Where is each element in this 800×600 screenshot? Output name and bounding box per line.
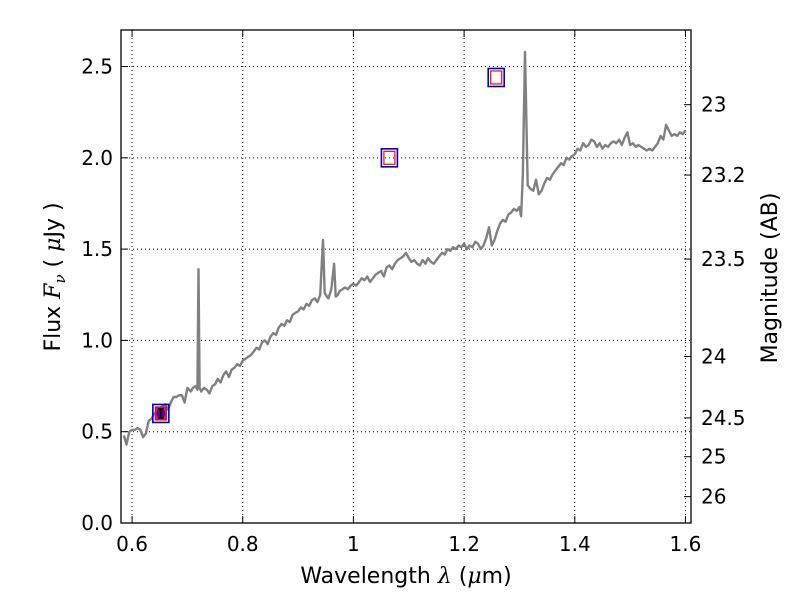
axis-ticks	[121, 30, 691, 524]
plot-frame	[120, 29, 692, 524]
y-axis-label: Flux Fν ( μJy )	[41, 202, 69, 351]
y-tick-label: 2.0	[81, 146, 113, 170]
point-outer-box	[380, 148, 399, 168]
y2-tick-label: 24.5	[701, 406, 746, 430]
y-tick-label: 1.0	[81, 328, 113, 352]
y2-tick-label: 23.2	[701, 163, 746, 187]
y2-tick-label: 25	[701, 445, 726, 469]
grid	[121, 30, 691, 524]
x-tick-label: 0.6	[116, 532, 148, 556]
point-inner-box	[490, 70, 503, 85]
x-tick-label: 1.4	[559, 532, 591, 556]
x-tick-label: 1	[347, 532, 360, 556]
y-tick-label: 1.5	[81, 237, 113, 261]
y-tick-labels: 0.0 0.5 1.0 1.5 2.0 2.5	[81, 55, 113, 535]
x-axis-label: Wavelength λ (μm)	[300, 564, 511, 589]
point-inner-box	[383, 150, 396, 165]
y2-tick-label: 23.5	[701, 247, 746, 271]
y2-tick-label: 23	[701, 93, 726, 117]
y2-axis-label: Magnitude (AB)	[758, 193, 783, 364]
x-tick-label: 0.8	[227, 532, 259, 556]
y2-tick-label: 24	[701, 344, 726, 368]
photometry-point	[380, 148, 399, 168]
plot-area	[122, 50, 687, 446]
y-tick-label: 0.0	[81, 511, 113, 535]
photometry-markers	[152, 67, 506, 424]
point-outer-box	[487, 67, 506, 88]
x-tick-label: 1.2	[448, 532, 480, 556]
x-tick-label: 1.6	[670, 532, 702, 556]
y-tick-label: 0.5	[81, 420, 113, 444]
y-tick-label: 2.5	[81, 55, 113, 79]
photometry-point	[487, 67, 506, 88]
y2-tick-labels: 23 23.2 23.5 24 24.5 25 26	[701, 93, 746, 509]
y2-tick-label: 26	[701, 485, 726, 509]
photometry-point	[152, 403, 170, 424]
x-tick-labels: 0.6 0.8 1 1.2 1.4 1.6	[116, 532, 701, 556]
spectrum-line	[122, 50, 687, 446]
point-outer-box	[152, 403, 170, 424]
